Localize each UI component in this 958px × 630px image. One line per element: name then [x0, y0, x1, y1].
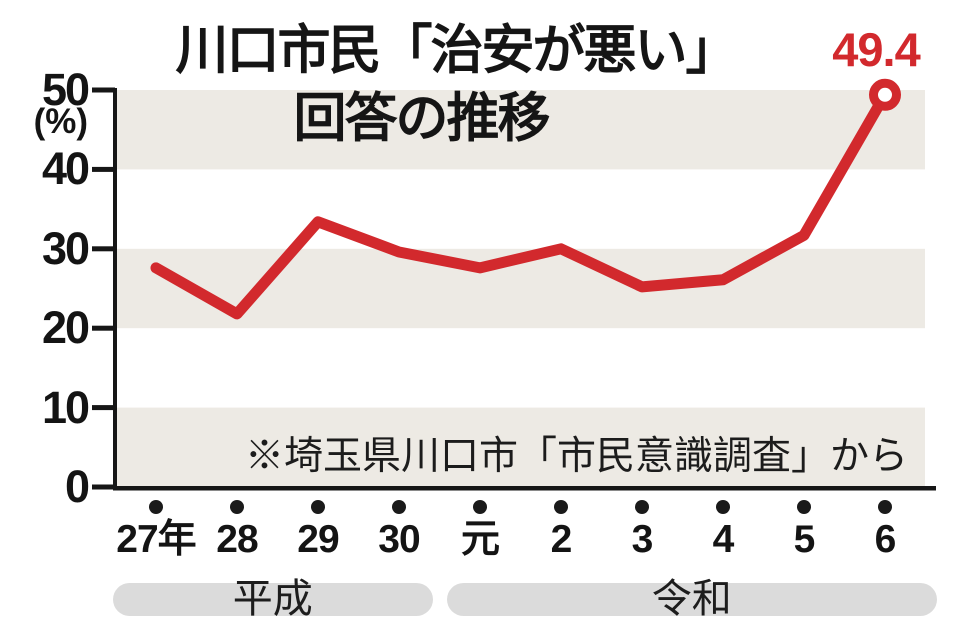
- x-axis-tick-dot: [635, 500, 649, 514]
- x-axis-tick-dot: [473, 500, 487, 514]
- y-tick-label: 30: [41, 222, 90, 274]
- x-tick-label: 6: [874, 518, 897, 561]
- chart-title-line1: 川口市民「治安が悪い」: [175, 21, 739, 80]
- era-label: 平成: [232, 576, 313, 621]
- y-tick-label: 0: [64, 461, 90, 512]
- x-axis-tick-dot: [878, 500, 892, 514]
- x-tick-label: 5: [793, 518, 816, 561]
- x-tick-label: 4: [712, 518, 735, 561]
- era-band-0: [113, 583, 433, 616]
- x-axis-tick-dot: [230, 500, 244, 514]
- x-axis-line: [113, 486, 936, 491]
- y-axis-tick: [92, 484, 115, 490]
- x-axis-tick-dot: [392, 500, 406, 514]
- y-axis-tick: [92, 325, 115, 331]
- x-axis-tick-dot: [149, 500, 163, 514]
- x-tick-label: 27年: [116, 518, 196, 561]
- y-tick-label: 20: [41, 302, 90, 354]
- line-series: [150, 89, 891, 320]
- y-tick-label: 50: [41, 64, 90, 115]
- peak-value-label: 49.4: [832, 23, 920, 76]
- x-tick-label: 28: [216, 518, 258, 561]
- x-tick-label: 3: [631, 518, 654, 561]
- x-tick-label: 元: [460, 518, 500, 561]
- y-tick-label: 40: [41, 143, 90, 195]
- y-tick-label: 10: [41, 381, 90, 433]
- x-tick-label: 2: [550, 518, 573, 561]
- chart-title-line2: 回答の推移: [293, 89, 551, 148]
- x-tick-label: 29: [297, 518, 339, 561]
- grid-band: [117, 407, 925, 487]
- y-axis-unit-label: (%): [33, 102, 88, 141]
- y-axis-line: [113, 88, 117, 490]
- x-axis-tick-dot: [716, 500, 730, 514]
- era-band-1: [446, 583, 937, 616]
- y-axis-tick: [92, 166, 115, 172]
- source-note: ※埼玉県川口市「市民意識調査」から: [244, 435, 908, 478]
- y-axis-tick: [92, 246, 115, 252]
- x-axis-tick-dot: [797, 500, 811, 514]
- last-point-marker: [869, 78, 901, 111]
- x-axis-tick-dot: [311, 500, 325, 514]
- x-tick-label: 30: [378, 518, 420, 561]
- era-label: 令和: [651, 576, 732, 621]
- y-axis-tick: [92, 405, 115, 411]
- grid-band: [117, 90, 925, 170]
- x-axis-tick-dot: [554, 500, 568, 514]
- y-axis-tick: [92, 87, 115, 93]
